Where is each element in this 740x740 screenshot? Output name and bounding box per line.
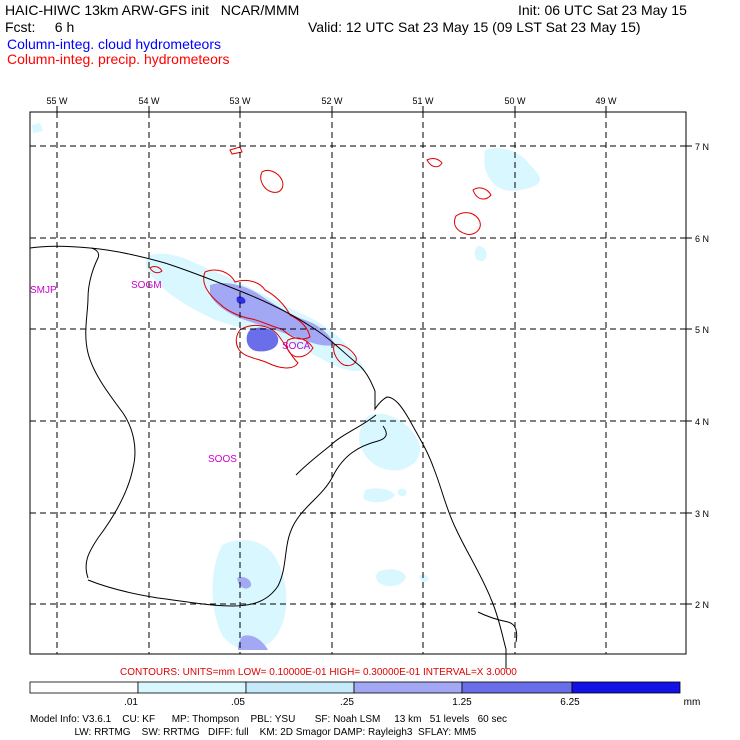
lon-label: 54 W	[138, 96, 160, 106]
lat-label: 6 N	[695, 234, 709, 244]
lat-label: 2 N	[695, 600, 709, 610]
lon-label: 49 W	[595, 96, 617, 106]
lat-labels: 7 N 6 N 5 N 4 N 3 N 2 N	[695, 142, 709, 610]
colorbar: .01 .05 .25 1.25 6.25 mm	[29, 681, 701, 708]
colorbar-tick: .05	[231, 697, 245, 708]
field-precip-label: Column-integ. precip. hydrometeors	[7, 51, 230, 67]
station-smjp: SMJP	[30, 285, 57, 296]
valid-time: Valid: 12 UTC Sat 23 May 15 (09 LST Sat …	[308, 19, 641, 35]
forecast-hour: Fcst: 6 h	[5, 19, 75, 35]
map-frame	[29, 111, 687, 655]
lat-lon-grid	[30, 112, 686, 654]
colorbar-tick: .01	[124, 697, 138, 708]
station-sogm: SOGM	[131, 280, 162, 291]
colorbar-tick: 6.25	[560, 697, 580, 708]
cloud-shading-dark	[236, 296, 279, 352]
station-soos: SOOS	[208, 454, 237, 465]
field-cloud-label: Column-integ. cloud hydrometeors	[7, 36, 221, 52]
lat-label: 3 N	[695, 509, 709, 519]
colorbar-tick: .25	[340, 697, 354, 708]
station-soca: SOCA	[282, 341, 311, 352]
footer-model-info: Model Info: V3.6.1 CU: KF MP: Thompson P…	[30, 714, 507, 725]
top-ticks	[56, 106, 692, 605]
lon-label: 50 W	[504, 96, 526, 106]
init-time: Init: 06 UTC Sat 23 May 15	[518, 2, 687, 18]
lon-label: 55 W	[46, 96, 68, 106]
lat-label: 4 N	[695, 417, 709, 427]
colorbar-tick: 1.25	[452, 697, 472, 708]
lon-labels: 55 W 54 W 53 W 52 W 51 W 50 W 49 W	[46, 96, 617, 106]
coastline-borders	[29, 245, 518, 669]
colorbar-units: mm	[684, 697, 701, 708]
lat-label: 5 N	[695, 325, 709, 335]
footer-physics: LW: RRTMG SW: RRTMG DIFF: full KM: 2D Sm…	[30, 727, 477, 738]
lon-label: 52 W	[321, 96, 343, 106]
lon-label: 51 W	[412, 96, 434, 106]
precip-contours	[149, 146, 492, 369]
lat-label: 7 N	[695, 142, 709, 152]
lon-label: 53 W	[229, 96, 251, 106]
contours-info: CONTOURS: UNITS=mm LOW= 0.10000E-01 HIGH…	[120, 667, 517, 678]
model-title: HAIC-HIWC 13km ARW-GFS init NCAR/MMM	[5, 2, 300, 18]
